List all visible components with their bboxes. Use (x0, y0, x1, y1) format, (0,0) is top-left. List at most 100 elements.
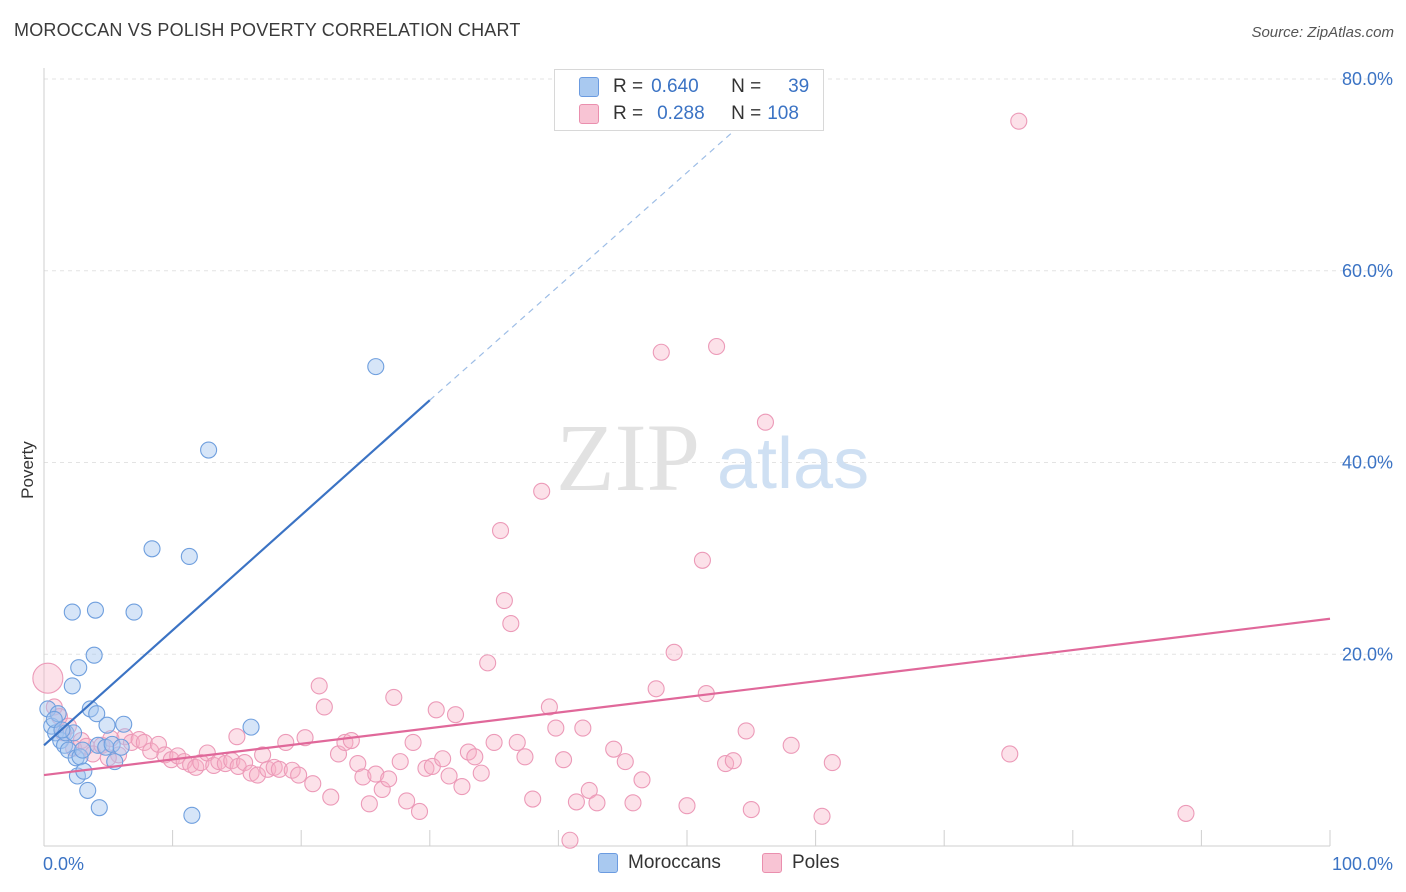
poles-point (580, 781, 598, 799)
poles-point (533, 482, 551, 500)
poles-point (516, 748, 534, 766)
poles-point (236, 754, 254, 772)
poles-point (1177, 804, 1195, 822)
poles-point (373, 780, 391, 798)
y-tick-label: 40.0% (1342, 453, 1393, 473)
moroccans-point (125, 603, 143, 621)
y-tick-label: 20.0% (1342, 644, 1393, 664)
poles-point (652, 343, 670, 361)
poles-point (756, 413, 774, 431)
poles-point (495, 592, 513, 610)
moroccans-point (200, 441, 218, 459)
poles-point (391, 753, 409, 771)
moroccans-point (98, 716, 116, 734)
n-value: 39 (788, 76, 810, 97)
poles-point (708, 337, 726, 356)
poles-point (453, 778, 471, 796)
poles-point (187, 758, 205, 776)
poles-point (296, 729, 314, 747)
moroccans-point (112, 738, 130, 756)
poles-point (466, 748, 484, 766)
poles-point (678, 797, 696, 815)
poles-point (502, 615, 520, 633)
poles-point (192, 754, 210, 772)
watermark-atlas: atlas (717, 424, 869, 504)
legend-item-poles[interactable]: Poles (762, 852, 840, 874)
n-label: N = (731, 103, 762, 124)
poles-point (385, 688, 403, 706)
r-value: 0.288 (657, 103, 705, 124)
poles-point (485, 733, 503, 752)
poles-point (547, 719, 565, 737)
poles-point (242, 764, 260, 782)
moroccans-legend-label: Moroccans (628, 852, 721, 873)
poles-legend-swatch (762, 853, 782, 873)
poles-point (315, 698, 333, 716)
poles-point (616, 753, 634, 771)
poles-point (737, 722, 755, 740)
poles-points (32, 112, 1195, 849)
poles-point (290, 766, 308, 784)
n-label: N = (731, 76, 762, 97)
trend-lines (43, 126, 1331, 777)
poles-point (380, 770, 398, 788)
n-value: 108 (767, 103, 799, 124)
poles-point (624, 794, 642, 812)
moroccans-points (39, 358, 385, 824)
poles-point (404, 733, 422, 752)
poles-point (116, 728, 134, 746)
moroccans-point (63, 677, 81, 695)
legend-row-moroccans: R = 0.640 N = 39 (579, 76, 809, 98)
moroccans-point (242, 718, 260, 736)
poles-point (1010, 112, 1028, 130)
poles-point (277, 733, 295, 752)
poles-point (588, 794, 606, 812)
moroccans-point (183, 806, 201, 824)
poles-point (270, 760, 288, 778)
poles-point (633, 771, 651, 789)
poles-point (693, 551, 711, 569)
poles-point (342, 731, 360, 750)
poles-point (647, 680, 665, 698)
poles-point (440, 767, 458, 785)
moroccans-swatch (579, 77, 599, 97)
r-value: 0.640 (651, 76, 699, 97)
poles-point (434, 750, 452, 768)
tick-labels: 20.0% 40.0% 60.0% 80.0% 0.0% 100.0% (43, 69, 1393, 874)
gridlines (44, 78, 1392, 655)
moroccans-point (79, 781, 97, 799)
poles-trend-line (43, 617, 1331, 777)
poles-point (304, 775, 322, 793)
poles-point (561, 831, 579, 849)
poles-point (427, 701, 445, 719)
watermark-zip: ZIP (556, 404, 700, 511)
x-tick-label: 100.0% (1332, 854, 1393, 874)
poles-point (605, 740, 623, 758)
legend-item-moroccans[interactable]: Moroccans (598, 852, 721, 874)
poles-point (479, 654, 497, 672)
legend-row-poles: R = 0.288 N = 108 (579, 103, 807, 125)
poles-point (130, 731, 148, 749)
moroccans-trend-line (43, 399, 431, 747)
poles-point (228, 728, 246, 746)
r-label: R = (613, 103, 644, 124)
poles-point (248, 766, 267, 784)
poles-swatch (579, 104, 599, 124)
moroccans-legend-swatch (598, 853, 618, 873)
moroccans-point (63, 603, 81, 621)
poles-point (491, 522, 510, 540)
moroccans-point (90, 799, 108, 817)
poles-point (524, 790, 542, 808)
poles-point (554, 751, 573, 769)
poles-point (322, 788, 340, 806)
poles-point (540, 698, 558, 716)
chart-title: MOROCCAN VS POLISH POVERTY CORRELATION C… (14, 20, 521, 40)
stats-legend: R = 0.640 N = 39 R = 0.288 N = 108 (554, 69, 824, 131)
poles-point (742, 801, 760, 819)
moroccans-point (39, 700, 57, 718)
poles-point (32, 662, 64, 694)
moroccans-point (143, 540, 161, 558)
poles-point (1001, 745, 1019, 763)
moroccans-point (367, 358, 385, 376)
